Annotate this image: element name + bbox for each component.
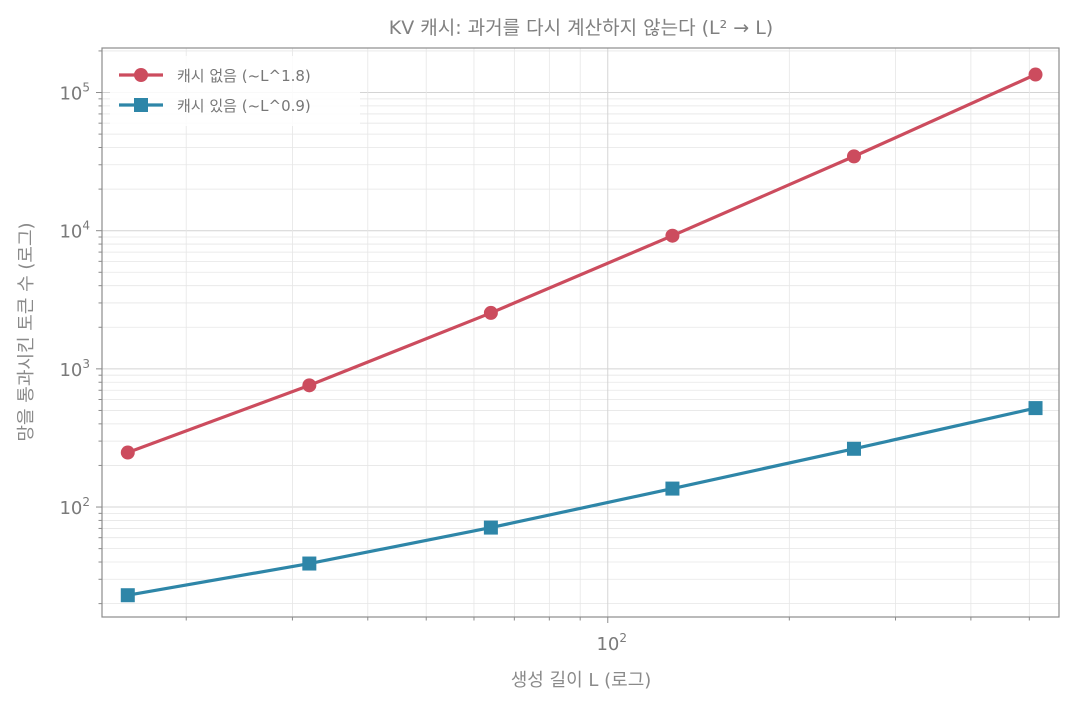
series-line-1 xyxy=(127,73,1037,455)
data-point xyxy=(665,228,680,243)
series-layer xyxy=(120,67,1043,603)
legend-marker xyxy=(134,68,148,82)
legend: 캐시 없음 (~L^1.8) 캐시 있음 (~L^0.9) xyxy=(110,56,360,126)
legend-box xyxy=(110,56,360,126)
axis-ticks: 102 103 104 105 102 xyxy=(59,50,1030,655)
data-point xyxy=(483,305,498,320)
series-line-2 xyxy=(127,406,1036,597)
legend-label: 캐시 있음 (~L^0.9) xyxy=(177,97,311,115)
data-point xyxy=(846,441,861,456)
y-tick-label: 104 xyxy=(59,219,90,243)
data-point xyxy=(1028,67,1043,82)
data-point xyxy=(120,445,135,460)
y-tick-label: 102 xyxy=(59,495,90,519)
data-point xyxy=(483,520,498,535)
data-point xyxy=(302,378,317,393)
y-axis-label: 망을 통과시킨 토큰 수 (로그) xyxy=(16,222,37,441)
y-tick-label: 105 xyxy=(59,81,90,105)
y-tick-label: 103 xyxy=(59,357,90,381)
x-axis-label: 생성 길이 L (로그) xyxy=(511,670,652,691)
data-point xyxy=(1028,401,1043,416)
grid xyxy=(102,48,1059,617)
data-point xyxy=(665,481,680,496)
data-point xyxy=(302,556,317,571)
chart-title: KV 캐시: 과거를 다시 계산하지 않는다 (L² → L) xyxy=(389,17,773,39)
legend-label: 캐시 없음 (~L^1.8) xyxy=(177,67,311,85)
data-point xyxy=(846,149,861,164)
x-tick-label: 102 xyxy=(596,631,627,655)
data-point xyxy=(120,588,135,603)
legend-marker xyxy=(134,98,148,112)
